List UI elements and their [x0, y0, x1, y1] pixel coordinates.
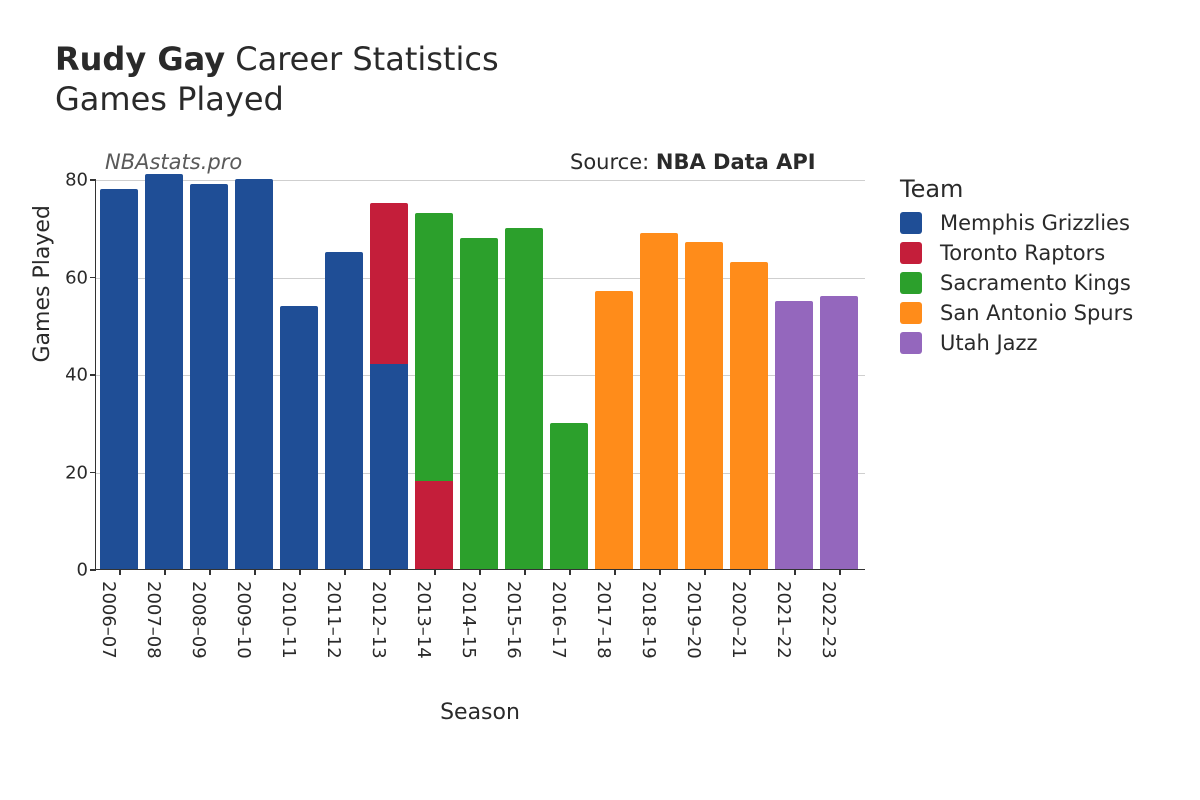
bar-segment [820, 296, 858, 569]
legend-label: Utah Jazz [940, 331, 1038, 355]
y-tick-mark [90, 179, 96, 181]
legend-label: Sacramento Kings [940, 271, 1131, 295]
y-tick-mark [90, 569, 96, 571]
legend: Team Memphis Grizzlies Toronto Raptors Sac… [900, 175, 1133, 361]
x-tick-mark [704, 569, 706, 575]
legend-item: Toronto Raptors [900, 241, 1133, 265]
x-tick-mark [749, 569, 751, 575]
legend-title: Team [900, 175, 1133, 203]
x-tick-label: 2017–18 [593, 581, 614, 659]
x-tick-label: 2016–17 [548, 581, 569, 659]
y-tick-mark [90, 374, 96, 376]
bar-segment [415, 213, 453, 481]
source-attribution: Source: NBA Data API [570, 150, 816, 174]
bar-segment [190, 184, 228, 569]
x-tick-mark [299, 569, 301, 575]
x-axis-label: Season [440, 700, 520, 725]
bar-segment [505, 228, 543, 569]
legend-swatch [900, 242, 922, 264]
x-tick-label: 2022–23 [818, 581, 839, 659]
grid-line [96, 180, 865, 181]
y-tick-mark [90, 472, 96, 474]
bar-segment [775, 301, 813, 569]
y-tick-label: 20 [48, 462, 88, 483]
bar-segment [640, 233, 678, 569]
bar-segment [100, 189, 138, 569]
x-tick-label: 2006–07 [98, 581, 119, 659]
x-tick-label: 2009–10 [233, 581, 254, 659]
legend-label: Memphis Grizzlies [940, 211, 1130, 235]
bar-segment [595, 291, 633, 569]
y-axis-label: Games Played [30, 205, 55, 362]
bar-segment [415, 481, 453, 569]
title-player: Rudy Gay [55, 40, 225, 78]
plot-area: 0204060802006–072007–082008–092009–10201… [95, 180, 865, 570]
y-tick-label: 40 [48, 365, 88, 386]
source-name: NBA Data API [656, 150, 816, 174]
bar-segment [145, 174, 183, 569]
x-tick-mark [524, 569, 526, 575]
x-tick-mark [434, 569, 436, 575]
x-tick-mark [254, 569, 256, 575]
x-tick-mark [569, 569, 571, 575]
x-tick-label: 2013–14 [413, 581, 434, 659]
title-line-1: Rudy Gay Career Statistics [55, 40, 499, 78]
x-tick-mark [479, 569, 481, 575]
bar-segment [325, 252, 363, 569]
x-tick-mark [209, 569, 211, 575]
legend-item: Memphis Grizzlies [900, 211, 1133, 235]
chart-container: Rudy Gay Career Statistics Games Played … [0, 0, 1200, 800]
x-tick-mark [164, 569, 166, 575]
legend-label: Toronto Raptors [940, 241, 1105, 265]
x-tick-mark [614, 569, 616, 575]
x-tick-label: 2012–13 [368, 581, 389, 659]
bar-segment [235, 179, 273, 569]
y-tick-label: 80 [48, 170, 88, 191]
x-tick-mark [659, 569, 661, 575]
x-tick-label: 2020–21 [728, 581, 749, 659]
x-tick-label: 2019–20 [683, 581, 704, 659]
legend-item: Sacramento Kings [900, 271, 1133, 295]
legend-swatch [900, 272, 922, 294]
watermark: NBAstats.pro [105, 150, 242, 174]
x-tick-label: 2021–22 [773, 581, 794, 659]
title-suffix: Career Statistics [235, 40, 498, 78]
x-tick-label: 2015–16 [503, 581, 524, 659]
x-tick-label: 2014–15 [458, 581, 479, 659]
y-tick-label: 0 [48, 560, 88, 581]
chart-title: Rudy Gay Career Statistics Games Played [55, 40, 499, 118]
bar-segment [550, 423, 588, 569]
x-tick-mark [839, 569, 841, 575]
legend-item: San Antonio Spurs [900, 301, 1133, 325]
x-tick-label: 2018–19 [638, 581, 659, 659]
x-tick-label: 2008–09 [188, 581, 209, 659]
x-tick-label: 2010–11 [278, 581, 299, 659]
x-tick-label: 2007–08 [143, 581, 164, 659]
legend-swatch [900, 212, 922, 234]
x-tick-mark [119, 569, 121, 575]
y-tick-mark [90, 277, 96, 279]
x-tick-mark [344, 569, 346, 575]
bar-segment [460, 238, 498, 570]
legend-item: Utah Jazz [900, 331, 1133, 355]
title-line-2: Games Played [55, 80, 499, 118]
x-tick-mark [389, 569, 391, 575]
bar-segment [685, 242, 723, 569]
bar-segment [370, 203, 408, 364]
bar-segment [370, 364, 408, 569]
legend-label: San Antonio Spurs [940, 301, 1133, 325]
bar-segment [280, 306, 318, 569]
legend-swatch [900, 332, 922, 354]
bar-segment [730, 262, 768, 569]
legend-swatch [900, 302, 922, 324]
source-prefix: Source: [570, 150, 656, 174]
x-tick-mark [794, 569, 796, 575]
x-tick-label: 2011–12 [323, 581, 344, 659]
